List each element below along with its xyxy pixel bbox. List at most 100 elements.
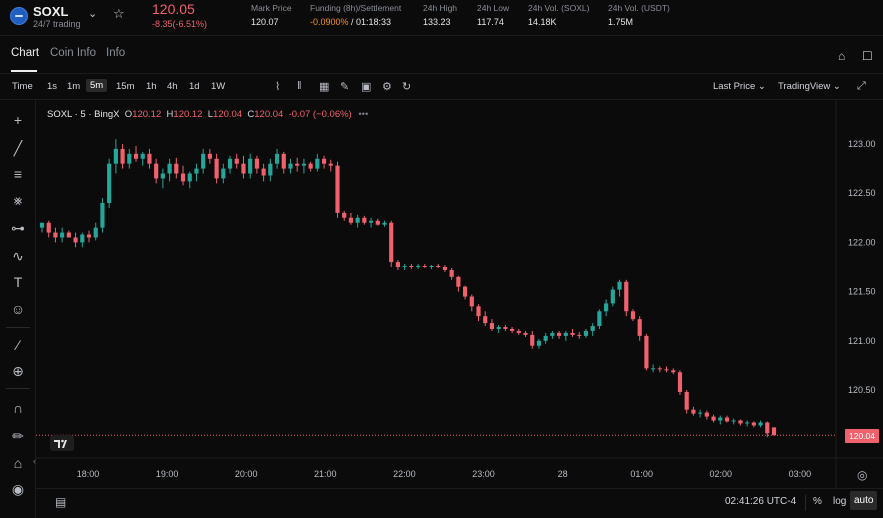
settings-icon[interactable]: ⚙ — [382, 81, 392, 93]
stat-label: Mark Price — [251, 3, 292, 13]
interval-1s[interactable]: 1s — [47, 81, 58, 92]
candle-body — [375, 220, 380, 225]
stat-24h-vol-quote: 24h Vol. (USDT) 1.75M — [608, 3, 670, 27]
chevron-down-icon[interactable]: ⌄ — [88, 8, 98, 20]
calendar-goto-icon[interactable]: ▤ — [55, 495, 67, 509]
candle-body — [429, 266, 434, 268]
y-tick-label: 122.50 — [848, 188, 876, 198]
candle-body — [483, 316, 488, 324]
more-icon[interactable]: ••• — [358, 109, 369, 120]
candle-body — [382, 222, 387, 225]
brush-icon[interactable]: ∿ — [12, 248, 24, 264]
interval-5m[interactable]: 5m — [86, 79, 108, 92]
eye-icon[interactable]: ◉ — [11, 481, 25, 497]
view-mode-select[interactable]: TradingView ⌄ — [778, 81, 841, 92]
magnet-icon[interactable]: ∩ — [12, 400, 24, 416]
interval-1d[interactable]: 1d — [189, 81, 200, 92]
candle-body — [207, 153, 212, 159]
candle-body — [221, 168, 226, 179]
candle-body — [127, 153, 132, 164]
candle-body — [624, 281, 629, 312]
y-tick-label: 122.00 — [848, 237, 876, 247]
interval-1h[interactable]: 1h — [146, 81, 157, 92]
pencil-lock-icon[interactable]: ✏ — [12, 428, 24, 444]
candle-body — [120, 148, 125, 164]
time-label[interactable]: Time — [12, 81, 33, 92]
candle-body — [691, 409, 696, 414]
lock-icon[interactable]: ⌂ — [13, 455, 23, 471]
x-tick-label: 22:00 — [393, 469, 416, 479]
ruler-icon[interactable]: ∕ — [16, 337, 20, 353]
auto-scale-toggle[interactable]: auto — [850, 491, 878, 510]
candle-body — [308, 163, 313, 169]
interval-1w[interactable]: 1W — [211, 81, 226, 92]
legend-low: 120.04 — [213, 109, 243, 120]
log-scale-toggle[interactable]: log — [833, 496, 847, 507]
fib-icon[interactable]: ≡ — [13, 166, 23, 182]
candle-body — [771, 427, 777, 436]
legend-c-label: C — [247, 109, 255, 120]
interval-1m[interactable]: 1m — [67, 81, 81, 92]
candle-body — [436, 266, 441, 268]
candle-body — [395, 262, 401, 267]
stat-mark-price: Mark Price 120.07 — [251, 3, 292, 27]
symbol-name[interactable]: SOXL — [33, 4, 69, 19]
candle-body — [295, 163, 300, 166]
refresh-icon[interactable]: ↻ — [402, 81, 412, 93]
chart-area[interactable]: 123.00 122.50 122.00 121.50 121.00 120.50 18:0… — [36, 100, 883, 518]
zoom-in-icon[interactable]: ⊕ — [12, 363, 24, 379]
symbol-logo-icon — [10, 7, 28, 25]
candle-body — [610, 289, 615, 304]
candle-body — [496, 327, 501, 329]
draw-icon[interactable]: ✎ — [340, 81, 350, 93]
clock-timezone[interactable]: 02:41:26 UTC-4 — [725, 496, 797, 507]
fullscreen-icon[interactable]: ⤢ — [857, 80, 866, 92]
axis-settings-icon[interactable]: ◎ — [857, 468, 868, 482]
candle-body — [570, 332, 575, 335]
trendline-icon[interactable]: ╱ — [13, 140, 23, 156]
legend-h-label: H — [166, 109, 174, 120]
collapse-arrow-icon[interactable]: ‹ — [33, 456, 36, 466]
chart-type-icon[interactable]: ‖ — [297, 80, 302, 92]
favorite-star-icon[interactable]: ☆ — [113, 6, 125, 21]
x-tick-label: 03:00 — [789, 469, 812, 479]
legend-o-label: O — [124, 109, 133, 120]
candlestick-chart[interactable]: 123.00 122.50 122.00 121.50 121.00 120.50 18:0… — [36, 100, 883, 488]
text-icon[interactable]: T — [13, 274, 23, 290]
camera-icon[interactable]: ▣ — [361, 81, 372, 93]
candle-body — [671, 370, 676, 373]
tab-chart[interactable]: Chart — [11, 47, 40, 59]
candle-body — [503, 327, 508, 329]
tradingview-logo-icon[interactable] — [50, 435, 74, 451]
stat-value: 1.75M — [608, 17, 634, 27]
candle-body — [469, 296, 474, 307]
candle-body — [536, 340, 542, 346]
candle-body — [617, 281, 622, 290]
templates-icon[interactable]: ▦ — [319, 81, 330, 93]
candle-body — [348, 217, 353, 223]
candle-body — [550, 332, 555, 336]
candle-body — [133, 153, 139, 159]
candle-body — [604, 303, 609, 312]
stat-label: Funding (8h)/Settlement — [310, 3, 402, 13]
emoji-icon[interactable]: ☺ — [10, 301, 26, 317]
interval-15m[interactable]: 15m — [116, 81, 135, 92]
x-tick-label: 18:00 — [77, 469, 100, 479]
candle-body — [415, 266, 421, 268]
last-price: 120.05 — [152, 1, 195, 17]
candle-body — [684, 391, 689, 410]
tab-coin-info[interactable]: Coin Info — [50, 47, 97, 59]
indicators-icon[interactable]: ⌇ — [275, 81, 281, 93]
candle-body — [711, 416, 716, 421]
percent-scale-toggle[interactable]: % — [813, 496, 822, 507]
candle-body — [201, 153, 206, 169]
expand-icon[interactable]: ☐ — [862, 49, 873, 63]
candle-body — [389, 222, 394, 263]
prediction-icon[interactable]: ⊶ — [11, 220, 25, 236]
crosshair-icon[interactable]: + — [13, 112, 23, 128]
pattern-icon[interactable]: ⨳ — [13, 192, 23, 208]
interval-4h[interactable]: 4h — [167, 81, 178, 92]
tab-info[interactable]: Info — [106, 47, 126, 59]
price-type-select[interactable]: Last Price ⌄ — [713, 81, 766, 92]
lock-icon[interactable]: ⌂ — [838, 49, 846, 63]
